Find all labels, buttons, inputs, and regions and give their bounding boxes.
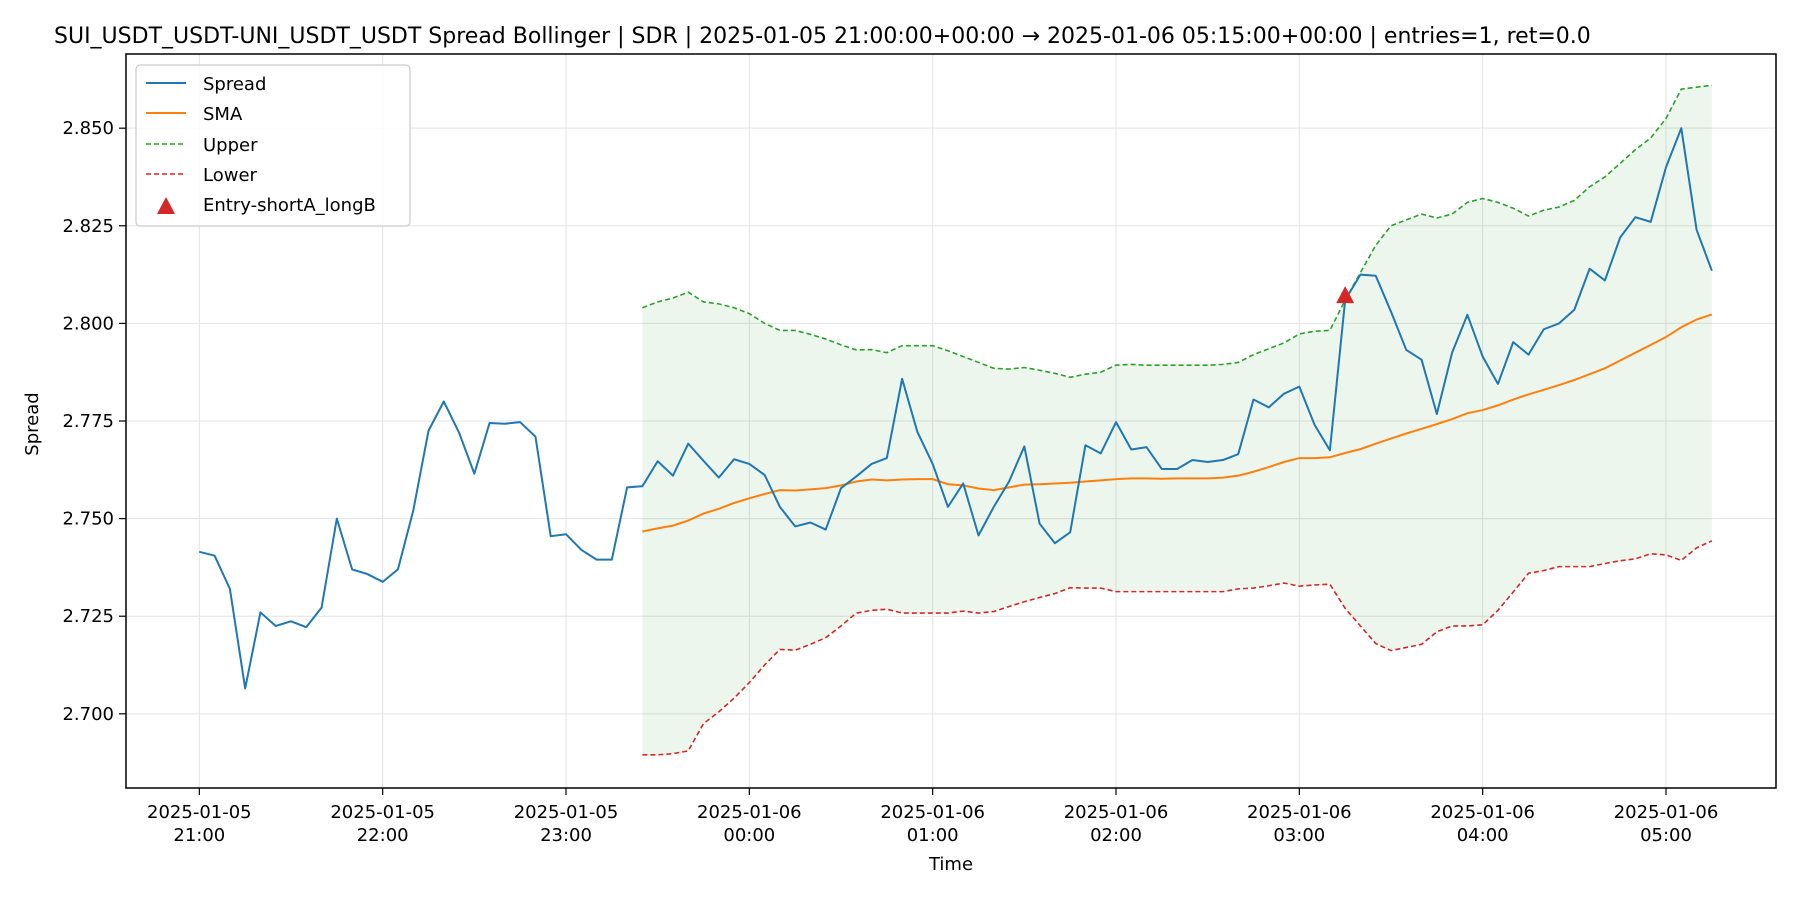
upper-band-line (642, 84, 1712, 379)
y-tick-label: 2.825 (62, 216, 114, 237)
x-tick-label-date: 2025-01-06 (1430, 802, 1535, 823)
x-tick-label-date: 2025-01-05 (330, 802, 435, 823)
y-axis-label: Spread (22, 392, 43, 455)
marker-layer (1336, 286, 1355, 304)
y-tick-label: 2.850 (62, 118, 114, 139)
y-tick-label: 2.750 (62, 509, 114, 530)
x-tick-label-time: 23:00 (540, 825, 592, 846)
entry-marker (1336, 286, 1355, 304)
x-tick-label-date: 2025-01-05 (514, 802, 619, 823)
x-tick-label-time: 02:00 (1090, 825, 1142, 846)
spread-line (199, 127, 1713, 690)
y-tick-label: 2.800 (62, 313, 114, 334)
x-tick-label-date: 2025-01-06 (880, 802, 985, 823)
x-tick-label-time: 01:00 (907, 825, 959, 846)
legend-spread-label: Spread (203, 74, 266, 95)
x-tick-label-time: 03:00 (1273, 825, 1325, 846)
x-tick-label-date: 2025-01-06 (697, 802, 802, 823)
legend-box (135, 64, 411, 227)
bollinger-band-fill (642, 85, 1712, 755)
legend-sma-label: SMA (203, 104, 243, 125)
x-tick-label-time: 21:00 (173, 825, 225, 846)
legend-lower-label: Lower (203, 165, 258, 186)
legend-entry-marker (157, 197, 175, 214)
sma-line (642, 313, 1713, 533)
series-layer (199, 84, 1713, 756)
x-tick-layer: 2025-01-0521:002025-01-0522:002025-01-05… (147, 788, 1718, 846)
x-tick-label-date: 2025-01-06 (1614, 802, 1719, 823)
lower-band-line (642, 540, 1713, 756)
y-tick-label: 2.775 (62, 411, 114, 432)
legend-entry-label: Entry-shortA_longB (203, 195, 376, 216)
x-tick-label-time: 22:00 (357, 825, 409, 846)
legend-upper-label: Upper (203, 135, 258, 156)
chart-title: SUI_USDT_USDT-UNI_USDT_USDT Spread Bolli… (54, 24, 1591, 49)
y-tick-label: 2.700 (62, 704, 114, 725)
x-tick-label-time: 04:00 (1457, 825, 1509, 846)
x-tick-label-date: 2025-01-05 (147, 802, 252, 823)
band-layer (642, 85, 1712, 755)
x-tick-label-time: 05:00 (1640, 825, 1692, 846)
y-tick-layer: 2.700 2.725 2.750 2.775 2.800 2.825 2.850 (62, 118, 126, 725)
y-tick-label: 2.725 (62, 606, 114, 627)
x-axis-label: Time (928, 854, 973, 875)
x-tick-label-time: 00:00 (723, 825, 775, 846)
legend: Spread SMA Upper Lower Entry-shortA_long… (135, 64, 411, 227)
x-tick-label-date: 2025-01-06 (1064, 802, 1169, 823)
x-tick-label-date: 2025-01-06 (1247, 802, 1352, 823)
